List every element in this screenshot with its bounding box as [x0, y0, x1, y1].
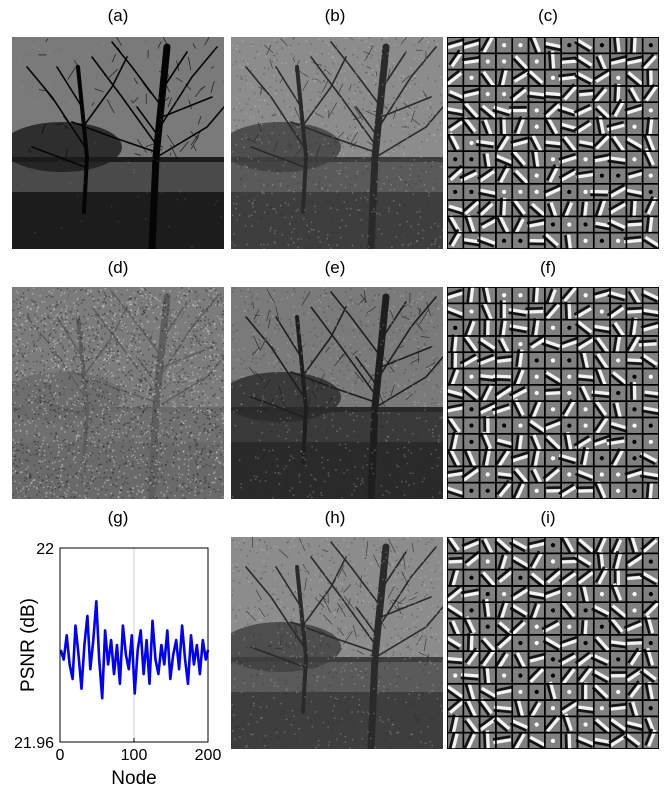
panel-label-b: (b)	[305, 6, 365, 26]
panel-label-h: (h)	[305, 508, 365, 528]
x-tick-label: 200	[195, 747, 222, 764]
y-axis-label: PSNR (dB)	[18, 598, 39, 692]
photo-clean-tree	[12, 37, 224, 249]
dictionary-atoms-grid	[447, 37, 659, 249]
x-axis-label: Node	[111, 768, 156, 788]
x-tick-label: 0	[56, 747, 65, 764]
panel-label-a: (a)	[88, 6, 148, 26]
panel-label-c: (c)	[518, 6, 578, 26]
photo-noisy-tree	[12, 287, 224, 499]
photo-denoised-dark-tree	[231, 287, 443, 499]
dictionary-atoms-grid	[447, 287, 659, 499]
dictionary-atoms-grid	[447, 537, 659, 749]
y-tick-label: 22	[36, 541, 54, 558]
panel-label-d: (d)	[88, 258, 148, 278]
photo-denoised-tree	[231, 37, 443, 249]
y-tick-label: 21.96	[14, 735, 54, 752]
panel-label-f: (f)	[518, 258, 578, 278]
panel-label-g: (g)	[88, 508, 148, 528]
photo-denoised-tree	[231, 537, 443, 749]
panel-label-e: (e)	[305, 258, 365, 278]
x-tick-label: 100	[121, 747, 148, 764]
panel-label-i: (i)	[518, 508, 578, 528]
psnr-chart: 0 100 200 21.96 22 Node PSNR (dB)	[0, 530, 225, 788]
